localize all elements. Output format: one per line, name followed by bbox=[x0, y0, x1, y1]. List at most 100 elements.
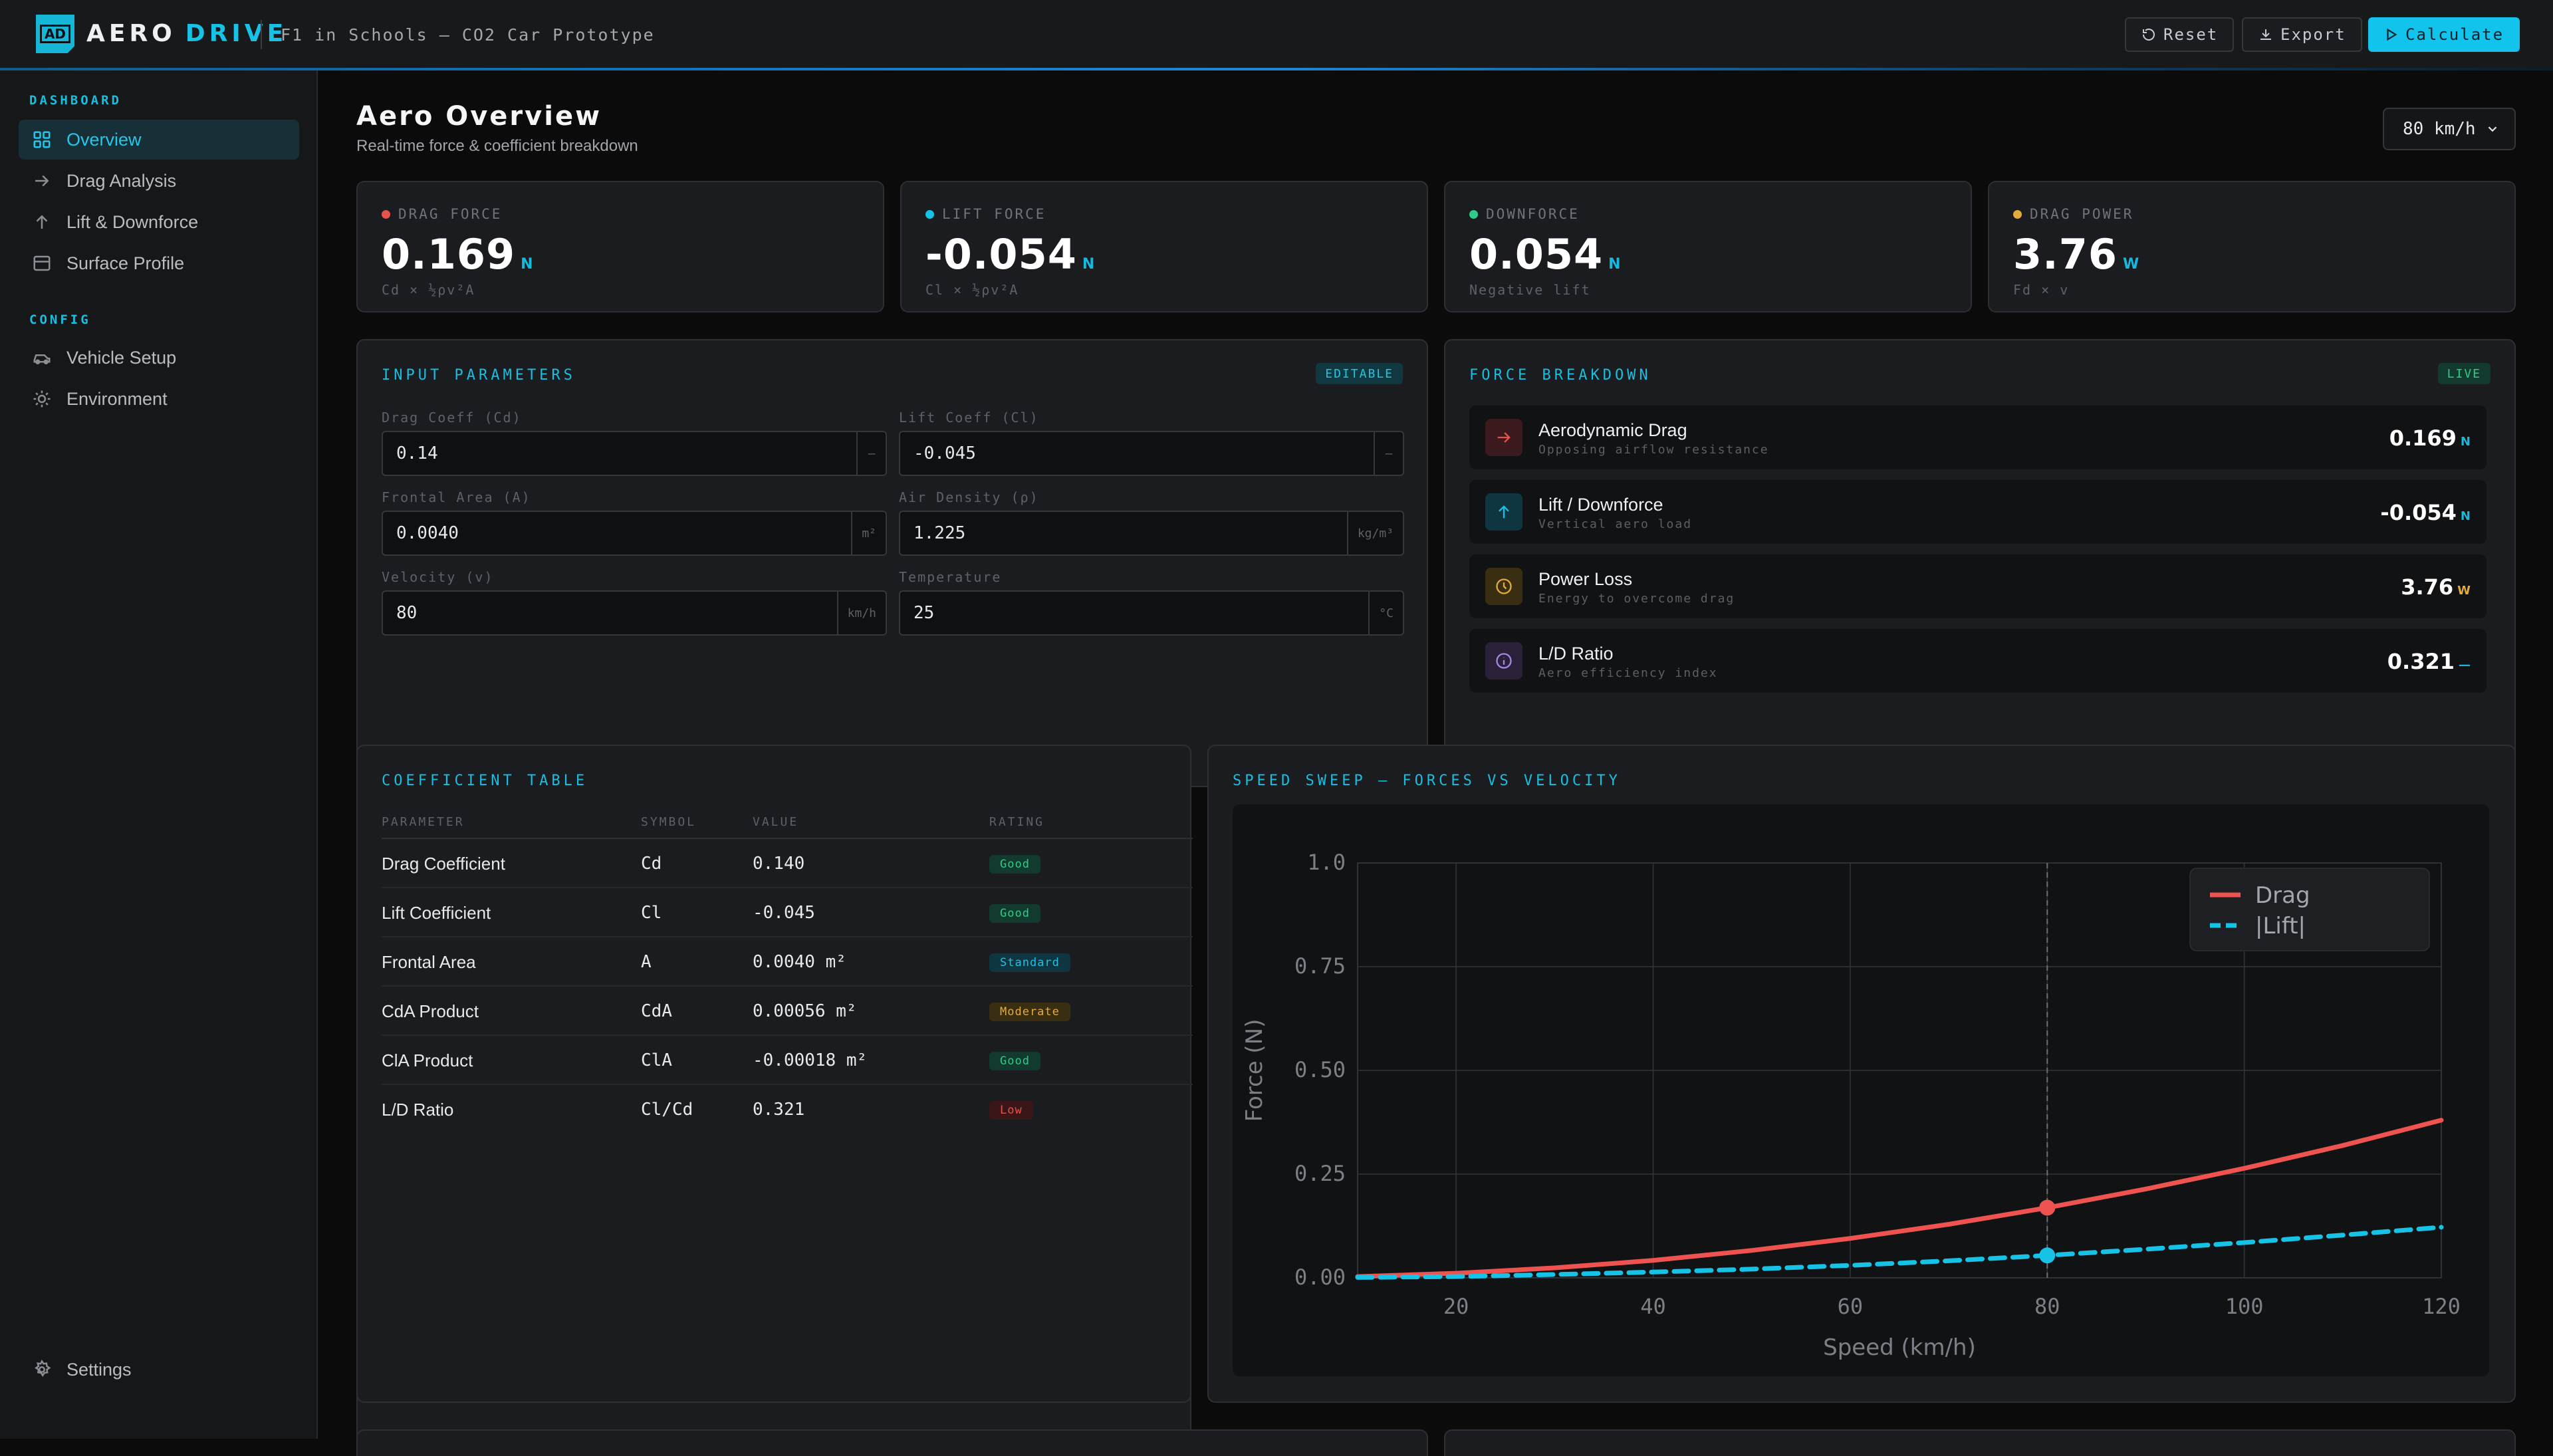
card-title: COEFFICIENT TABLE bbox=[382, 773, 588, 789]
page-subtitle: Real-time force & coefficient breakdown bbox=[356, 137, 638, 155]
bottom-card-left bbox=[356, 1429, 1428, 1456]
card-title: SPEED SWEEP — FORCES VS VELOCITY bbox=[1233, 773, 1621, 789]
arrow-up-icon bbox=[1499, 505, 1509, 519]
field-label: Temperature bbox=[899, 569, 1002, 585]
speed-sweep-card: SPEED SWEEP — FORCES VS VELOCITY 0.00 0.2… bbox=[1207, 745, 2516, 1403]
rating-badge: Good bbox=[989, 855, 1040, 874]
stat-value: 3.76 W bbox=[2013, 230, 2140, 279]
header-divider bbox=[382, 838, 1193, 839]
series-marker-drag bbox=[2039, 1199, 2056, 1216]
status-dot bbox=[1469, 209, 1478, 219]
y-tick-label: 0.75 bbox=[1294, 953, 1346, 979]
stat-formula: Cd × ½ρv²A bbox=[382, 282, 475, 298]
speed-sweep-chart: 0.00 0.25 0.50 0.75 1.0 20 40 60 80 100 120 Speed (… bbox=[1241, 850, 2461, 1361]
bottom-card-right bbox=[1444, 1429, 2516, 1456]
info-icon bbox=[1496, 653, 1512, 669]
field-label: Drag Coeff (Cd) bbox=[382, 410, 522, 425]
page-title: Aero Overview bbox=[356, 101, 602, 132]
y-tick-label: 0.00 bbox=[1294, 1265, 1346, 1290]
export-button[interactable]: Export bbox=[2242, 17, 2362, 52]
sidebar-item-overview[interactable]: Overview bbox=[19, 120, 299, 160]
force-row-ld-ratio: L/D Ratio Aero efficiency index 0.321— bbox=[1469, 629, 2487, 693]
force-row-power: Power Loss Energy to overcome drag 3.76 W bbox=[1469, 554, 2487, 618]
field-label: Air Density (ρ) bbox=[899, 489, 1039, 505]
chart-panel: 0.00 0.25 0.50 0.75 1.0 20 40 60 80 100 120 Speed (… bbox=[1233, 804, 2489, 1376]
section-label-config: CONFIG bbox=[29, 312, 91, 327]
field-label: Frontal Area (A) bbox=[382, 489, 531, 505]
sidebar: DASHBOARD Overview Drag Analysis Lift & … bbox=[0, 70, 318, 1439]
sun-icon bbox=[33, 390, 51, 408]
frontal-area-input[interactable]: 0.0040 m² bbox=[382, 511, 887, 556]
gear-icon bbox=[34, 1360, 51, 1378]
column-header: VALUE bbox=[753, 815, 799, 829]
drag-coeff-input[interactable]: 0.14— bbox=[382, 431, 887, 476]
x-tick-label: 20 bbox=[1443, 1294, 1469, 1319]
project-subtitle: F1 in Schools — CO2 Car Prototype bbox=[281, 25, 655, 45]
force-row-drag: Aerodynamic Drag Opposing airflow resist… bbox=[1469, 406, 2487, 469]
y-tick-label: 1.0 bbox=[1307, 850, 1346, 875]
clock-icon bbox=[1496, 578, 1512, 594]
force-breakdown-card: FORCE BREAKDOWN LIVE Aerodynamic Drag Op… bbox=[1444, 339, 2516, 787]
y-tick-label: 0.25 bbox=[1294, 1161, 1346, 1186]
field-label: Lift Coeff (Cl) bbox=[899, 410, 1039, 425]
play-icon bbox=[2387, 28, 2397, 41]
header-accent-line bbox=[0, 68, 2553, 70]
reset-button[interactable]: Reset bbox=[2125, 17, 2235, 52]
arrow-right-icon bbox=[35, 175, 49, 187]
velocity-input[interactable]: 80 km/h bbox=[382, 590, 887, 636]
status-dot bbox=[382, 209, 390, 219]
y-tick-label: 0.50 bbox=[1294, 1057, 1346, 1082]
editable-badge: EDITABLE bbox=[1316, 363, 1403, 384]
sidebar-item-settings[interactable]: Settings bbox=[19, 1350, 299, 1390]
chevron-down-icon bbox=[2488, 126, 2497, 132]
sidebar-item-surface-profile[interactable]: Surface Profile bbox=[19, 243, 299, 283]
car-icon bbox=[33, 354, 51, 364]
section-label-dashboard: DASHBOARD bbox=[29, 93, 122, 108]
sidebar-item-lift-downforce[interactable]: Lift & Downforce bbox=[19, 202, 299, 242]
live-badge: LIVE bbox=[2437, 363, 2491, 384]
input-parameters-card: INPUT PARAMETERS EDITABLE Drag Coeff (Cd… bbox=[356, 339, 1428, 787]
field-label: Velocity (v) bbox=[382, 569, 494, 585]
stat-card-lift-force: LIFT FORCE -0.054 N Cl × ½ρv²A bbox=[900, 181, 1428, 312]
coefficient-table: COEFFICIENT TABLE PARAMETER SYMBOL VALUE… bbox=[356, 745, 1193, 1403]
sidebar-item-vehicle-setup[interactable]: Vehicle Setup bbox=[19, 338, 299, 378]
rating-badge: Moderate bbox=[989, 1003, 1070, 1021]
stat-formula: Negative lift bbox=[1469, 282, 1591, 298]
stat-card-downforce: DOWNFORCE 0.054 N Negative lift bbox=[1444, 181, 1972, 312]
air-density-input[interactable]: 1.225 kg/m³ bbox=[899, 511, 1404, 556]
table-row: Lift Coefficient Cl -0.045 Good bbox=[382, 888, 1193, 937]
table-row: ClA Product ClA -0.00018 m² Good bbox=[382, 1036, 1193, 1085]
brand-name: AERO DRIVE bbox=[86, 20, 288, 47]
sidebar-item-environment[interactable]: Environment bbox=[19, 379, 299, 419]
column-header: RATING bbox=[989, 815, 1045, 829]
temperature-input[interactable]: 25 °C bbox=[899, 590, 1404, 636]
series-line-lift bbox=[1355, 1225, 2444, 1280]
stat-value: 0.169 N bbox=[382, 230, 534, 279]
series-line-drag bbox=[1355, 1118, 2444, 1279]
legend-label: |Lift| bbox=[2255, 913, 2306, 939]
rating-badge: Standard bbox=[989, 953, 1070, 972]
stat-value: -0.054 N bbox=[925, 230, 1096, 279]
surface-icon bbox=[33, 255, 51, 271]
arrow-up-icon bbox=[36, 215, 48, 229]
stat-card-drag-power: DRAG POWER 3.76 W Fd × v bbox=[1988, 181, 2516, 312]
card-title: INPUT PARAMETERS bbox=[382, 367, 576, 384]
arrow-right-icon bbox=[1497, 432, 1511, 443]
lift-coeff-input[interactable]: -0.045— bbox=[899, 431, 1404, 476]
stat-formula: Fd × v bbox=[2013, 282, 2070, 298]
app-logo: AD bbox=[36, 15, 74, 53]
column-header: SYMBOL bbox=[641, 815, 697, 829]
sidebar-item-drag-analysis[interactable]: Drag Analysis bbox=[19, 161, 299, 201]
stat-value: 0.054 N bbox=[1469, 230, 1622, 279]
status-dot bbox=[925, 209, 934, 219]
card-title: FORCE BREAKDOWN bbox=[1469, 367, 1651, 384]
series-marker-lift bbox=[2039, 1247, 2056, 1264]
speed-select[interactable]: 80 km/h bbox=[2383, 108, 2516, 150]
rating-badge: Low bbox=[989, 1101, 1033, 1120]
rating-badge: Good bbox=[989, 904, 1040, 923]
table-row: CdA Product CdA 0.00056 m² Moderate bbox=[382, 987, 1193, 1036]
header-divider bbox=[261, 20, 262, 49]
calculate-button[interactable]: Calculate bbox=[2368, 17, 2520, 52]
grid-icon bbox=[33, 131, 51, 148]
x-tick-label: 60 bbox=[1838, 1294, 1864, 1319]
